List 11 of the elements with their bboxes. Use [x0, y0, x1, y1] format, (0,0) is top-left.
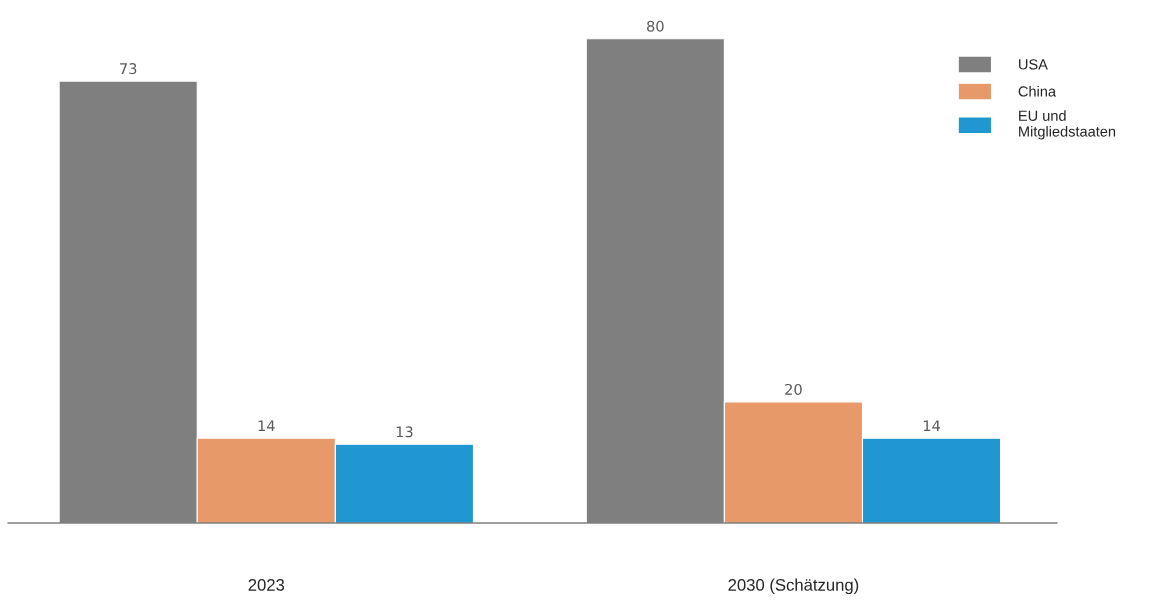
data-label: 80 — [647, 20, 664, 32]
data-label: 14 — [923, 420, 940, 432]
legend-label: USA — [1019, 59, 1048, 70]
x-tick-label: 2023 — [248, 579, 285, 591]
legend-label: China — [1018, 85, 1057, 97]
data-label: 13 — [396, 426, 413, 438]
x-tick-label: 2030 (Schätzung) — [728, 578, 859, 595]
data-label: 73 — [120, 63, 137, 75]
data-label: 20 — [785, 383, 802, 395]
data-label: 14 — [258, 420, 275, 432]
legend-label: EU und Mitgliedstaaten — [1019, 110, 1116, 140]
